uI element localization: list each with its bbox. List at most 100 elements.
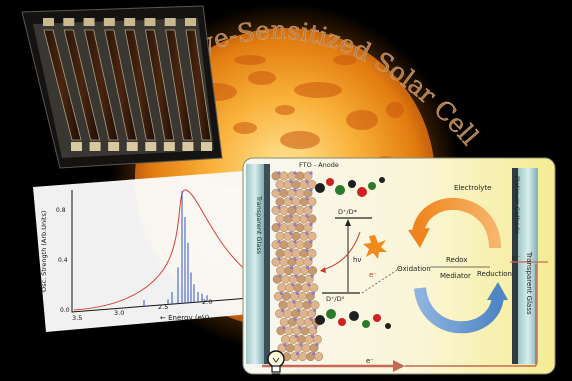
tio2-particle: [275, 197, 285, 207]
adsorbed-dye-dot: [309, 257, 313, 261]
adsorbed-dye-dot: [293, 188, 297, 192]
electron-label: e⁻: [369, 271, 377, 279]
tio2-particle: [291, 231, 301, 241]
adsorbed-dye-dot: [298, 326, 302, 330]
tio2-particle: [301, 343, 311, 353]
tio2-particle: [291, 248, 301, 258]
tio2-particle: [294, 300, 304, 310]
device-cell-strip: [124, 29, 156, 141]
device-cell-strip: [144, 29, 175, 141]
tio2-particle: [295, 317, 305, 327]
adsorbed-dye-dot: [290, 266, 294, 270]
tio2-particle: [283, 309, 293, 319]
device-bottom-tab: [163, 142, 175, 151]
oxidation-label: Oxidation: [397, 265, 431, 273]
tio2-particle: [281, 291, 291, 301]
adsorbed-dye-dot: [293, 317, 297, 321]
dye-molecule-bottom: [315, 309, 391, 329]
tio2-particle: [297, 291, 307, 301]
tio2-particle: [291, 180, 301, 190]
adsorbed-dye-dot: [309, 171, 313, 175]
adsorbed-dye-dot: [312, 352, 316, 356]
left-glass-plate: [246, 164, 264, 364]
device-top-tab: [43, 18, 54, 26]
solar-cell-device: [21, 5, 223, 169]
device-bottom-tab: [201, 142, 212, 151]
tio2-particle: [295, 257, 305, 267]
spectrum-y-tick: 0.4: [58, 257, 68, 264]
dye-molecule-top: [315, 177, 385, 197]
adsorbed-dye-dot: [309, 317, 313, 321]
adsorbed-dye-dot: [281, 309, 285, 313]
tio2-particle: [278, 300, 288, 310]
adsorbed-dye-dot: [309, 240, 313, 244]
device-bottom-tab: [89, 142, 101, 151]
device-bottom-tab: [108, 142, 120, 151]
device-top-tab: [124, 18, 136, 26]
tio2-particle: [300, 326, 310, 336]
device-bottom-tab: [145, 142, 157, 151]
light-bulb-icon: [267, 350, 285, 375]
device-top-tab: [164, 18, 176, 26]
reduction-label: Reduction: [477, 270, 512, 278]
device-cell-strip: [63, 29, 101, 141]
device-bottom-tab: [182, 142, 194, 151]
adsorbed-dye-dot: [277, 240, 281, 244]
device-bottom-tab: [126, 142, 138, 151]
adsorbed-dye-dot: [293, 240, 297, 244]
tio2-particle: [284, 326, 294, 336]
tio2-particle: [280, 334, 290, 344]
tio2-particle: [308, 266, 318, 276]
electrolyte-label: Electrolyte: [454, 184, 491, 192]
cathode-electron-label: e⁻: [512, 254, 520, 262]
adsorbed-dye-dot: [289, 197, 293, 201]
tio2-particle: [295, 240, 305, 250]
mediator-label: Mediator: [440, 272, 471, 280]
tio2-particle: [279, 223, 289, 233]
adsorbed-dye-dot: [293, 171, 297, 175]
adsorbed-dye-dot: [309, 223, 313, 227]
adsorbed-dye-dot: [289, 231, 293, 235]
tio2-particle: [291, 214, 301, 224]
tio2-particle: [295, 171, 305, 181]
photon-burst-icon: [363, 235, 387, 259]
device-cell-strip: [185, 29, 212, 141]
adsorbed-dye-dot: [293, 205, 297, 209]
adsorbed-dye-dot: [283, 343, 287, 347]
adsorbed-dye-dot: [309, 205, 313, 209]
spectrum-y-ticks: 0.8 0.4 0.0: [56, 207, 70, 314]
anode-label: FTO - Anode: [299, 161, 339, 169]
device-top-tab: [185, 18, 196, 26]
adsorbed-dye-dot: [279, 291, 283, 295]
spectrum-y-tick: 0.0: [60, 307, 70, 314]
adsorbed-dye-dot: [293, 257, 297, 261]
device-top-tab: [83, 18, 95, 26]
tio2-particle: [307, 180, 317, 190]
tio2-particle: [309, 283, 319, 293]
adsorbed-dye-dot: [296, 352, 300, 356]
spectrum-panel: Osc. Strength (Arb.Units) ← Energy (eV) …: [33, 170, 274, 332]
adsorbed-dye-dot: [309, 188, 313, 192]
fto-layer: [264, 164, 270, 364]
tio2-particle: [299, 309, 309, 319]
adsorbed-dye-dot: [310, 334, 314, 338]
tio2-particle: [279, 188, 289, 198]
tio2-particle: [280, 274, 290, 284]
tio2-particle: [275, 180, 285, 190]
adsorbed-dye-dot: [277, 188, 281, 192]
tio2-particle: [279, 240, 289, 250]
device-bottom-tab: [71, 142, 82, 151]
adsorbed-dye-dot: [308, 300, 312, 304]
tio2-particle: [307, 214, 317, 224]
tio2-particle: [279, 257, 289, 267]
adsorbed-dye-dot: [293, 223, 297, 227]
adsorbed-dye-dot: [305, 248, 309, 252]
oxidation-cycle-arrow: [412, 197, 501, 249]
spectrum-x-axis-label: ← Energy (eV): [160, 314, 210, 322]
adsorbed-dye-dot: [305, 197, 309, 201]
adsorbed-dye-dot: [278, 274, 282, 278]
adsorbed-dye-dot: [314, 326, 318, 330]
device-cell-strip: [104, 29, 138, 141]
cathode-label: Platinum Cathode: [513, 176, 521, 234]
tio2-particle: [279, 317, 289, 327]
